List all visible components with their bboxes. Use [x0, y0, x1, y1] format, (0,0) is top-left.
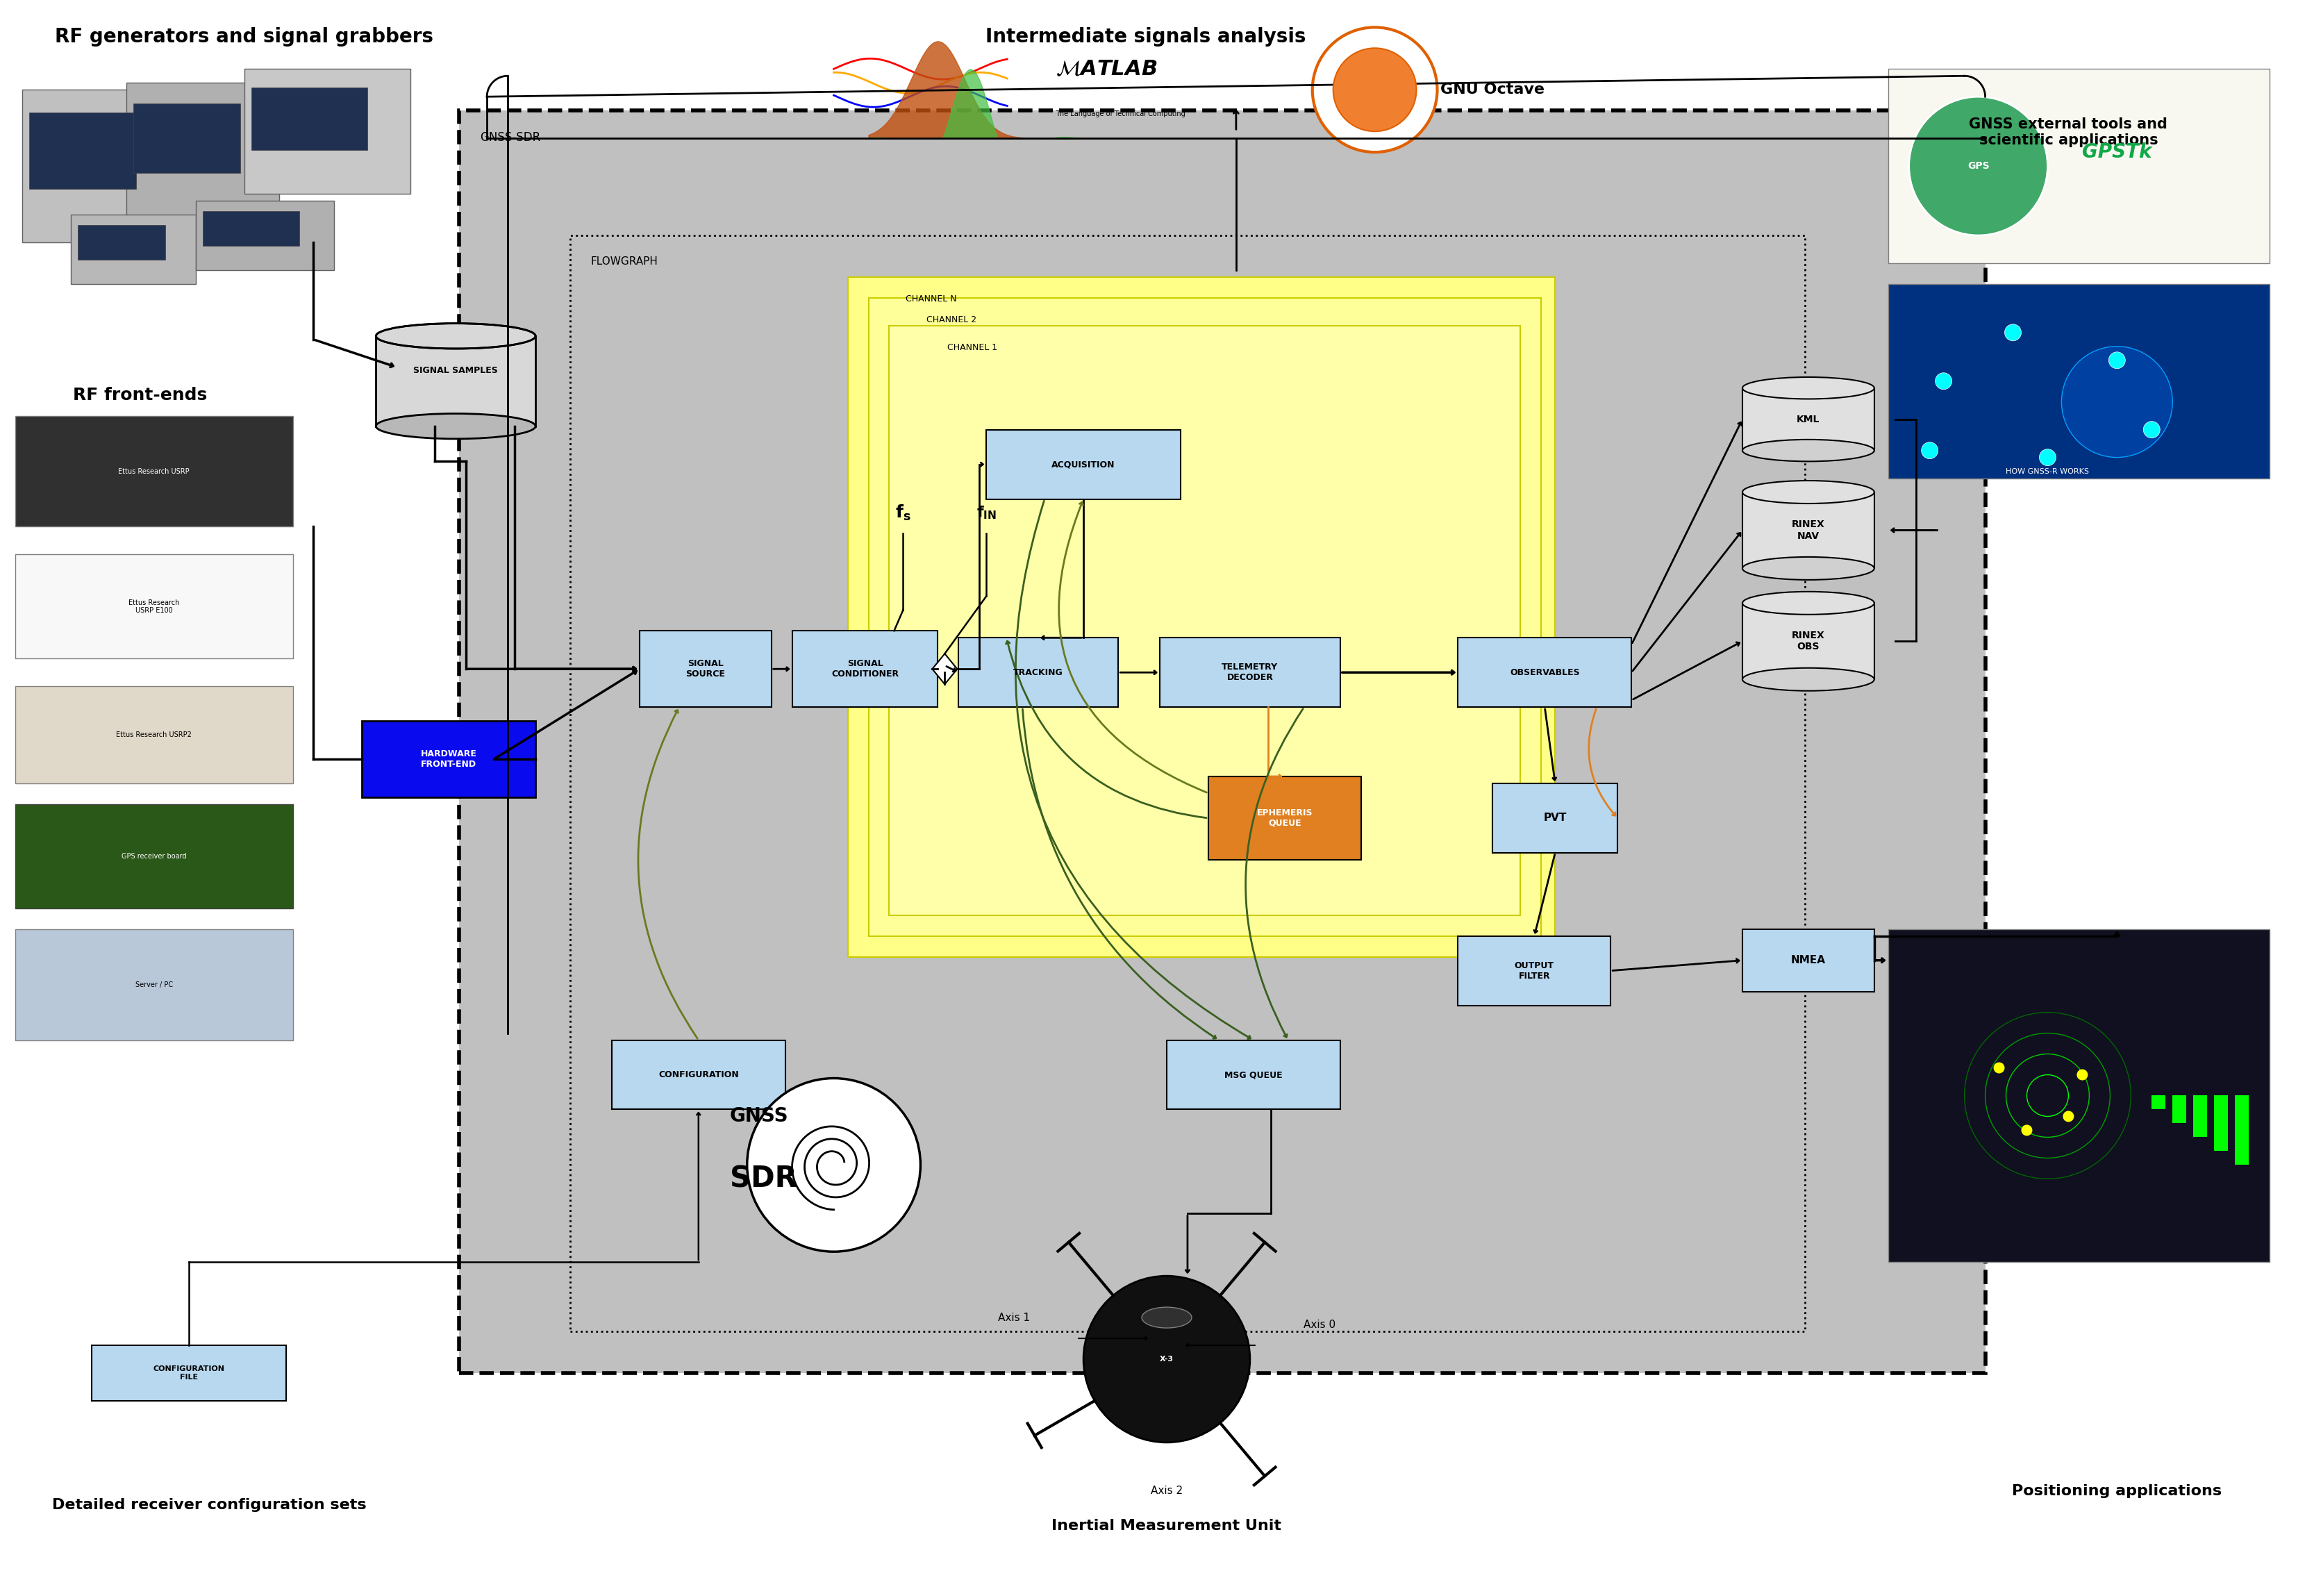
- Polygon shape: [458, 110, 1985, 1373]
- Circle shape: [2039, 448, 2055, 466]
- Circle shape: [2062, 346, 2173, 458]
- Polygon shape: [611, 1041, 784, 1109]
- Text: HARDWARE
FRONT-END: HARDWARE FRONT-END: [421, 750, 477, 769]
- Polygon shape: [986, 429, 1180, 500]
- Text: NMEA: NMEA: [1791, 954, 1826, 966]
- Circle shape: [1333, 48, 1416, 131]
- Ellipse shape: [1742, 377, 1874, 399]
- Text: GNSS: GNSS: [729, 1106, 789, 1127]
- Text: GPS receiver board: GPS receiver board: [123, 852, 187, 860]
- Text: $\mathcal{M}$ATLAB: $\mathcal{M}$ATLAB: [1055, 59, 1157, 80]
- Polygon shape: [847, 278, 1555, 958]
- Text: RF front-ends: RF front-ends: [74, 386, 208, 404]
- Polygon shape: [127, 83, 280, 222]
- Circle shape: [2076, 1069, 2087, 1080]
- Text: Positioning applications: Positioning applications: [2013, 1484, 2221, 1499]
- Ellipse shape: [1141, 1307, 1192, 1328]
- Text: SIGNAL
SOURCE: SIGNAL SOURCE: [685, 659, 724, 678]
- Polygon shape: [375, 337, 535, 426]
- Ellipse shape: [1742, 557, 1874, 579]
- Text: RINEX
OBS: RINEX OBS: [1791, 630, 1826, 651]
- Polygon shape: [2152, 1095, 2166, 1109]
- Polygon shape: [1458, 638, 1631, 707]
- Polygon shape: [569, 236, 1805, 1331]
- Ellipse shape: [375, 413, 535, 439]
- Text: TELEMETRY
DECODER: TELEMETRY DECODER: [1222, 662, 1277, 681]
- Text: Axis 2: Axis 2: [1150, 1486, 1182, 1495]
- Text: GNSS-SDR: GNSS-SDR: [479, 131, 541, 144]
- Polygon shape: [134, 104, 241, 172]
- Text: Ettus Research USRP: Ettus Research USRP: [118, 468, 190, 474]
- Text: OBSERVABLES: OBSERVABLES: [1509, 669, 1580, 677]
- Polygon shape: [16, 804, 294, 908]
- Polygon shape: [16, 929, 294, 1041]
- Polygon shape: [958, 638, 1118, 707]
- Polygon shape: [93, 1345, 287, 1401]
- Polygon shape: [245, 69, 410, 193]
- Text: KML: KML: [1796, 415, 1819, 425]
- Ellipse shape: [1742, 669, 1874, 691]
- Circle shape: [747, 1079, 921, 1251]
- Circle shape: [2062, 1111, 2073, 1122]
- Text: PVT: PVT: [1543, 812, 1567, 824]
- Polygon shape: [1888, 284, 2270, 479]
- Polygon shape: [1493, 784, 1617, 852]
- Polygon shape: [1208, 777, 1361, 860]
- Polygon shape: [197, 201, 333, 270]
- Polygon shape: [889, 326, 1520, 915]
- Text: Server / PC: Server / PC: [134, 982, 174, 988]
- Text: GNU Octave: GNU Octave: [1442, 83, 1546, 97]
- Polygon shape: [16, 686, 294, 784]
- Circle shape: [1909, 97, 2048, 236]
- Polygon shape: [1458, 935, 1611, 1005]
- Text: $\mathbf{f_s}$: $\mathbf{f_s}$: [896, 503, 912, 522]
- Polygon shape: [1742, 929, 1874, 991]
- Text: SIGNAL SAMPLES: SIGNAL SAMPLES: [414, 365, 498, 375]
- Ellipse shape: [1742, 480, 1874, 503]
- Text: CHANNEL 1: CHANNEL 1: [946, 343, 997, 353]
- Text: EPHEMERIS
QUEUE: EPHEMERIS QUEUE: [1257, 809, 1312, 828]
- Polygon shape: [79, 225, 164, 260]
- Polygon shape: [12, 48, 414, 290]
- Polygon shape: [1159, 638, 1340, 707]
- Circle shape: [2004, 324, 2020, 342]
- Polygon shape: [30, 113, 137, 188]
- Polygon shape: [361, 721, 535, 798]
- Polygon shape: [1166, 1041, 1340, 1109]
- Polygon shape: [23, 89, 176, 243]
- Circle shape: [1921, 442, 1939, 458]
- Text: Axis 0: Axis 0: [1303, 1320, 1335, 1329]
- Polygon shape: [1742, 492, 1874, 568]
- Circle shape: [1312, 27, 1437, 152]
- Text: X-3: X-3: [1159, 1355, 1173, 1363]
- Text: Intermediate signals analysis: Intermediate signals analysis: [986, 27, 1305, 46]
- Text: Inertial Measurement Unit: Inertial Measurement Unit: [1053, 1519, 1282, 1532]
- Polygon shape: [1888, 929, 2270, 1262]
- Polygon shape: [252, 88, 368, 150]
- Text: CONFIGURATION
FILE: CONFIGURATION FILE: [153, 1366, 224, 1381]
- Text: Ettus Research USRP2: Ettus Research USRP2: [116, 731, 192, 739]
- Text: Ettus Research
USRP E100: Ettus Research USRP E100: [130, 598, 180, 614]
- Text: SIGNAL
CONDITIONER: SIGNAL CONDITIONER: [831, 659, 898, 678]
- Polygon shape: [1888, 69, 2270, 263]
- Polygon shape: [16, 554, 294, 659]
- Polygon shape: [16, 417, 294, 527]
- Text: SDR: SDR: [729, 1163, 796, 1194]
- Text: MSG QUEUE: MSG QUEUE: [1224, 1071, 1282, 1079]
- Ellipse shape: [1742, 592, 1874, 614]
- Ellipse shape: [375, 324, 535, 348]
- Text: Axis 1: Axis 1: [997, 1312, 1030, 1323]
- Polygon shape: [2235, 1095, 2249, 1165]
- Polygon shape: [1742, 388, 1874, 450]
- Text: OUTPUT
FILTER: OUTPUT FILTER: [1516, 961, 1555, 980]
- Polygon shape: [933, 654, 958, 685]
- Text: RINEX
NAV: RINEX NAV: [1791, 520, 1826, 541]
- Text: Detailed receiver configuration sets: Detailed receiver configuration sets: [53, 1499, 366, 1511]
- Text: CHANNEL 2: CHANNEL 2: [926, 314, 977, 324]
- Text: CONFIGURATION: CONFIGURATION: [657, 1071, 738, 1079]
- Polygon shape: [72, 214, 197, 284]
- Text: RF generators and signal grabbers: RF generators and signal grabbers: [56, 27, 433, 46]
- Text: $\mathbf{f_{IN}}$: $\mathbf{f_{IN}}$: [977, 504, 997, 520]
- Polygon shape: [2194, 1095, 2208, 1138]
